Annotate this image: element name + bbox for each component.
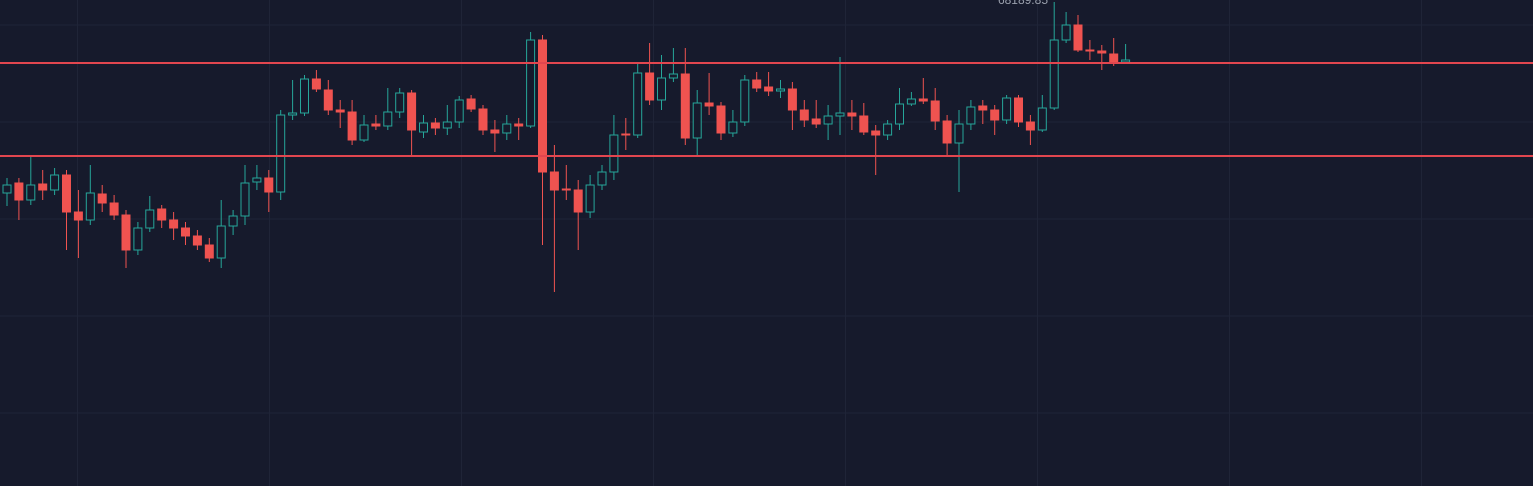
candle-body	[50, 174, 60, 191]
candle-body	[883, 123, 893, 136]
candle-body	[1097, 50, 1107, 54]
candle-body	[240, 182, 250, 217]
candle-body	[133, 227, 143, 251]
candle-body	[276, 114, 286, 193]
candle-body	[728, 121, 738, 134]
candle-body	[1073, 24, 1083, 51]
candle-body	[121, 214, 131, 251]
candle-body	[954, 123, 964, 144]
candle-body	[740, 79, 750, 123]
candle-body	[442, 121, 452, 129]
candle-body	[561, 188, 571, 191]
candle-body	[371, 123, 381, 127]
candle-body	[419, 122, 428, 133]
candle-body	[347, 111, 357, 141]
candle-body	[859, 115, 869, 133]
candle-body	[942, 120, 952, 144]
candle-body	[704, 102, 714, 107]
candle-body	[502, 123, 512, 134]
candle-body	[1014, 97, 1023, 123]
candle-body	[680, 73, 690, 139]
candle-body	[692, 102, 702, 139]
candle-body	[1109, 53, 1119, 63]
candle-body	[776, 88, 785, 92]
candle-body	[538, 39, 547, 173]
candle-body	[871, 130, 881, 136]
candle-body	[383, 111, 393, 127]
candle-body	[573, 189, 583, 213]
candle-body	[478, 108, 488, 131]
candle-body	[252, 177, 262, 183]
candle-body	[823, 115, 833, 125]
candle-body	[585, 184, 595, 213]
candle-body	[906, 98, 916, 105]
candle-body	[85, 192, 95, 221]
candle-body	[895, 103, 904, 125]
candle-body	[145, 209, 155, 229]
candle-body	[2, 184, 12, 194]
candle-body	[811, 118, 821, 125]
candle-body	[799, 109, 809, 121]
max-label: 68189.85	[998, 0, 1048, 7]
candle-body	[787, 88, 797, 111]
candle-body	[1025, 121, 1035, 131]
candle-body	[966, 106, 976, 125]
candle-body	[1085, 49, 1095, 52]
candle-body	[645, 72, 655, 101]
candle-body	[359, 124, 369, 141]
candle-body	[752, 79, 762, 89]
candle-body	[490, 129, 500, 134]
candle-body	[311, 78, 321, 90]
candle-body	[526, 39, 536, 127]
candle-body	[978, 105, 988, 111]
candle-body	[466, 98, 476, 110]
candle-body	[990, 109, 1000, 121]
candle-body	[192, 235, 202, 246]
candle-body	[73, 211, 83, 221]
candle-body	[14, 182, 24, 201]
candle-body	[1037, 107, 1047, 131]
candle-body	[335, 109, 345, 113]
candle-body	[97, 193, 107, 204]
candle-body	[1049, 39, 1059, 109]
candle-body	[597, 171, 607, 186]
candle-body	[169, 219, 179, 229]
candle-body	[1002, 97, 1012, 121]
candle-body	[430, 122, 440, 129]
candle-body	[1121, 59, 1131, 63]
candle-body	[181, 227, 190, 237]
candle-body	[204, 244, 214, 259]
candle-body	[657, 77, 666, 101]
candle-body	[835, 112, 845, 117]
candle-body	[395, 92, 405, 113]
candle-body	[621, 133, 631, 136]
candle-body	[26, 184, 36, 201]
candle-body	[633, 72, 643, 136]
candle-body	[764, 86, 774, 92]
candle-body	[930, 100, 940, 122]
candle-body	[288, 112, 298, 116]
candle-body	[716, 105, 726, 134]
candle-body	[62, 174, 71, 213]
candle-body	[514, 123, 524, 127]
candle-body	[918, 98, 928, 102]
candle-body	[38, 183, 48, 191]
candle-body	[549, 171, 559, 191]
candle-body	[264, 177, 274, 193]
candle-body	[216, 225, 226, 259]
candle-body	[323, 89, 333, 111]
candle-body	[454, 99, 464, 123]
candle-body	[407, 92, 417, 131]
candle-body	[228, 215, 238, 227]
candle-body	[300, 78, 309, 114]
candle-body	[609, 134, 619, 173]
candle-body	[109, 202, 119, 216]
candle-body	[157, 208, 167, 221]
candle-body	[1061, 24, 1071, 41]
candle-body	[668, 73, 678, 79]
candle-body	[847, 112, 857, 117]
